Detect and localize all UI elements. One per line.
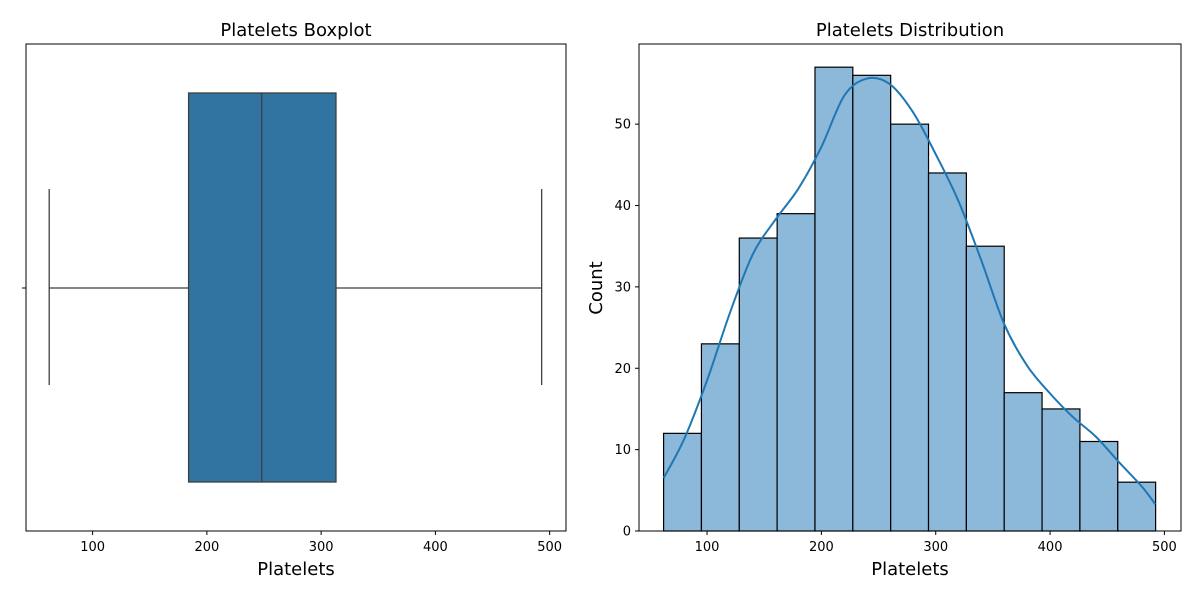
histogram-bar (776, 213, 816, 532)
x-tick-label: 200 (809, 540, 834, 555)
boxplot-x-ticks: 100 200 300 400 500 (80, 531, 562, 555)
histogram-y-ticks: 0 10 20 30 40 50 (614, 118, 639, 540)
histogram-bar (1117, 481, 1157, 532)
boxplot-marks (48, 92, 543, 483)
histogram-x-axis-label: Platelets (871, 559, 949, 580)
y-tick-label: 0 (623, 525, 631, 540)
y-tick-label: 30 (614, 280, 631, 295)
histogram-bar (738, 237, 778, 532)
histogram-bar (1041, 408, 1081, 532)
x-tick-label: 400 (423, 540, 448, 555)
histogram-title: Platelets Distribution (816, 20, 1004, 41)
histogram-bar (852, 74, 892, 532)
y-tick-label: 40 (614, 199, 631, 214)
histogram-panel: 100 200 300 400 500 0 10 20 30 40 50 Platelets Di… (586, 20, 1182, 580)
histogram-bar (700, 343, 740, 532)
kde-line (662, 76, 1157, 505)
histogram-bar (927, 172, 967, 532)
histogram-frame (638, 43, 1182, 532)
histogram-y-axis-label: Count (586, 261, 607, 314)
histogram-bars (662, 66, 1157, 532)
boxplot-panel: 100 200 300 400 500 Platelets Boxplot Platel… (22, 20, 567, 580)
x-tick-label: 500 (1152, 540, 1177, 555)
y-tick-label: 10 (614, 443, 631, 458)
x-tick-label: 300 (309, 540, 334, 555)
y-tick-label: 20 (614, 362, 631, 377)
x-tick-label: 100 (695, 540, 720, 555)
histogram-bar (1003, 392, 1043, 532)
histogram-bar (662, 432, 703, 532)
x-tick-label: 100 (80, 540, 105, 555)
histogram-bar (890, 123, 930, 532)
boxplot-x-axis-label: Platelets (257, 559, 335, 580)
x-tick-label: 500 (537, 540, 562, 555)
x-tick-label: 200 (194, 540, 219, 555)
y-tick-label: 50 (614, 118, 631, 133)
x-tick-label: 400 (1038, 540, 1063, 555)
histogram-x-ticks: 100 200 300 400 500 (695, 531, 1177, 555)
x-tick-label: 300 (923, 540, 948, 555)
histogram-bar (814, 66, 854, 532)
boxplot-title: Platelets Boxplot (220, 20, 371, 41)
histogram-bar (965, 245, 1005, 532)
